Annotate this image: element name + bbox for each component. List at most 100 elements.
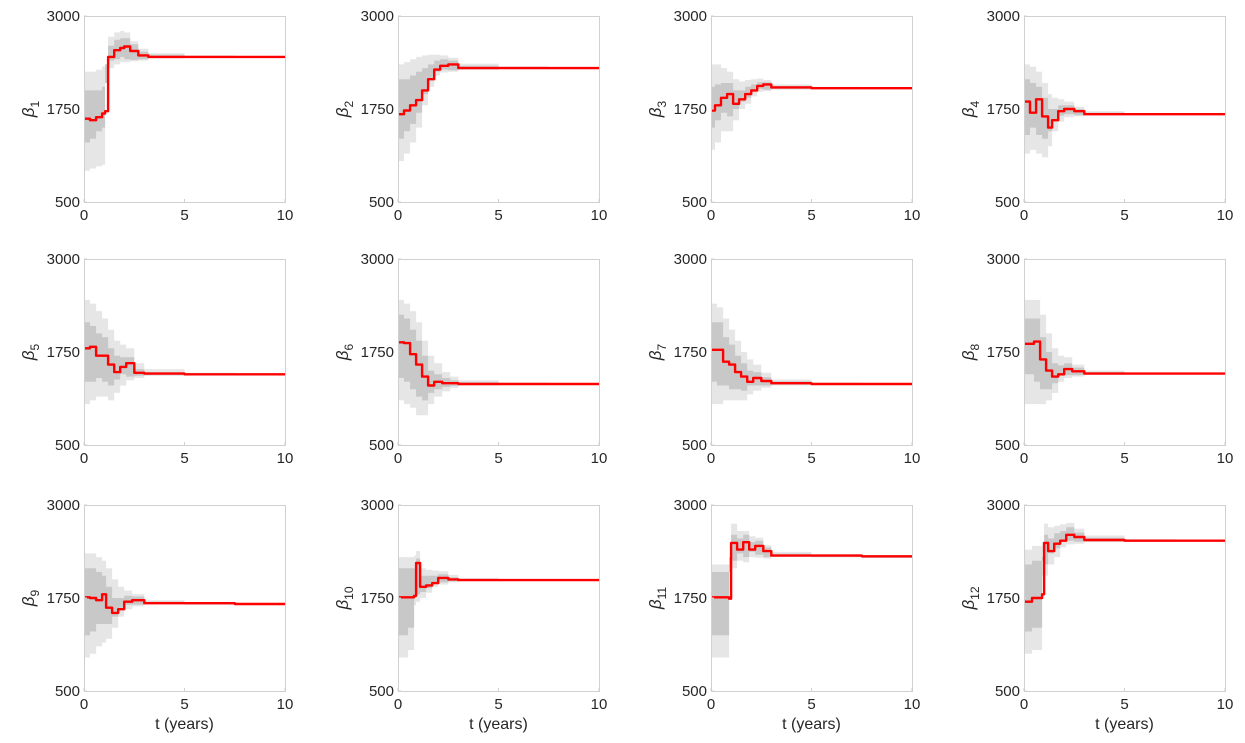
x-tick-label: 10 (1217, 207, 1234, 224)
y-tick-label: 3000 (47, 497, 80, 514)
y-label-subscript: 8 (968, 343, 982, 350)
outer-credible-band (84, 299, 285, 408)
median-line (711, 541, 912, 600)
y-label-subscript: 12 (968, 586, 982, 600)
x-tick-label: 5 (807, 696, 815, 713)
y-label-subscript: 3 (655, 100, 669, 107)
subplot-beta-4: 500 1750 3000 0 5 10 β4 (959, 8, 1233, 224)
x-tick-label: 5 (807, 207, 815, 224)
median-line (398, 63, 599, 116)
y-label-subscript: 2 (342, 100, 356, 107)
y-tick-label: 3000 (361, 8, 394, 25)
inner-credible-band (711, 322, 912, 391)
y-tick-label: 1750 (47, 101, 80, 118)
outer-credible-band (398, 551, 599, 662)
y-tick-label: 3000 (361, 497, 394, 514)
x-axis-label: t (years) (155, 716, 214, 733)
median-line (84, 45, 285, 122)
subplot-beta-11: 500 1750 3000 0 5 10 β11 t (years) (646, 497, 920, 733)
y-tick-label: 1750 (987, 344, 1020, 361)
axes-box (398, 505, 600, 692)
y-label-subscript: 7 (655, 343, 669, 350)
subplot-beta-2: 500 1750 3000 0 5 10 β2 (333, 8, 607, 224)
subplot-beta-3: 500 1750 3000 0 5 10 β3 (646, 8, 920, 224)
x-tick-label: 10 (277, 450, 294, 467)
x-tick-label: 10 (277, 207, 294, 224)
y-tick-label: 1750 (361, 344, 394, 361)
subplot-beta-12: 500 1750 3000 0 5 10 β12 t (years) (959, 497, 1233, 733)
axes-box (398, 16, 600, 203)
x-tick-label: 10 (277, 696, 294, 713)
x-tick-label: 0 (1020, 450, 1028, 467)
y-tick-label: 3000 (674, 497, 707, 514)
y-tick-label: 3000 (47, 251, 80, 268)
median-line (1024, 533, 1225, 603)
axes-box (398, 259, 600, 446)
y-label-symbol: β (959, 107, 978, 118)
y-label-symbol: β (19, 596, 38, 607)
y-axis-label: β3 (646, 100, 669, 118)
x-axis-label: t (years) (1095, 716, 1154, 733)
x-tick-label: 5 (807, 450, 815, 467)
y-axis-label: β2 (333, 100, 356, 118)
inner-credible-band (84, 568, 285, 636)
y-tick-label: 500 (682, 437, 707, 454)
y-label-symbol: β (333, 600, 352, 611)
x-tick-label: 5 (494, 696, 502, 713)
x-tick-label: 5 (1120, 696, 1128, 713)
y-tick-label: 1750 (361, 101, 394, 118)
y-tick-label: 500 (55, 683, 80, 700)
y-tick-label: 3000 (674, 251, 707, 268)
y-tick-label: 1750 (47, 590, 80, 607)
median-line (398, 341, 599, 387)
y-label-symbol: β (959, 600, 978, 611)
x-tick-label: 5 (1120, 450, 1128, 467)
x-tick-label: 0 (394, 207, 402, 224)
y-tick-label: 3000 (987, 497, 1020, 514)
subplot-beta-1: 500 1750 3000 0 5 10 β1 (19, 8, 293, 224)
y-axis-label: β6 (333, 343, 356, 361)
median-line (84, 345, 285, 376)
median-line (1024, 98, 1225, 129)
subplot-beta-8: 500 1750 3000 0 5 10 β8 (959, 251, 1233, 467)
outer-credible-band (398, 299, 599, 416)
x-tick-label: 0 (1020, 696, 1028, 713)
median-line (84, 593, 285, 615)
x-tick-label: 10 (1217, 450, 1234, 467)
y-label-subscript: 10 (342, 586, 356, 600)
x-tick-label: 0 (707, 450, 715, 467)
y-tick-label: 3000 (987, 251, 1020, 268)
x-tick-label: 5 (180, 696, 188, 713)
y-label-subscript: 5 (28, 343, 42, 350)
y-label-symbol: β (333, 350, 352, 361)
subplot-beta-9: 500 1750 3000 0 5 10 β9 t (years) (19, 497, 293, 733)
y-tick-label: 1750 (361, 590, 394, 607)
axes-box (711, 16, 913, 203)
y-axis-label: β10 (333, 586, 356, 610)
y-tick-label: 1750 (674, 101, 707, 118)
inner-credible-band (711, 82, 912, 132)
inner-credible-band (398, 314, 599, 401)
median-line (711, 83, 912, 112)
x-tick-label: 0 (1020, 207, 1028, 224)
y-label-symbol: β (646, 599, 665, 610)
y-tick-label: 3000 (987, 8, 1020, 25)
y-axis-label: β9 (19, 589, 42, 607)
y-axis-label: β1 (19, 100, 42, 118)
x-axis-label: t (years) (469, 716, 528, 733)
outer-credible-band (1024, 299, 1225, 408)
y-axis-label: β11 (646, 587, 669, 611)
y-tick-label: 1750 (987, 590, 1020, 607)
x-tick-label: 10 (1217, 696, 1234, 713)
y-tick-label: 1750 (987, 101, 1020, 118)
x-tick-label: 5 (1120, 207, 1128, 224)
inner-credible-band (398, 59, 599, 147)
y-tick-label: 3000 (47, 8, 80, 25)
y-tick-label: 1750 (674, 344, 707, 361)
y-label-subscript: 1 (28, 100, 42, 107)
y-tick-label: 500 (55, 437, 80, 454)
y-axis-label: β7 (646, 343, 669, 361)
y-label-symbol: β (646, 107, 665, 118)
outer-credible-band (84, 30, 285, 171)
